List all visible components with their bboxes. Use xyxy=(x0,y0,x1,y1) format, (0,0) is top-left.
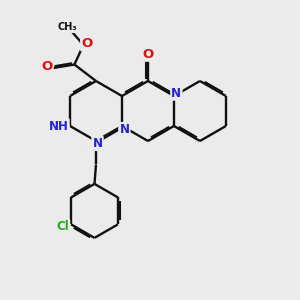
Text: Cl: Cl xyxy=(56,220,69,233)
Text: N: N xyxy=(119,123,129,136)
Text: N: N xyxy=(171,86,181,100)
Text: N: N xyxy=(92,137,103,150)
Text: O: O xyxy=(142,47,154,61)
Text: O: O xyxy=(81,37,93,50)
Text: CH₃: CH₃ xyxy=(57,22,77,32)
Text: O: O xyxy=(41,60,52,73)
Text: NH: NH xyxy=(49,119,69,133)
